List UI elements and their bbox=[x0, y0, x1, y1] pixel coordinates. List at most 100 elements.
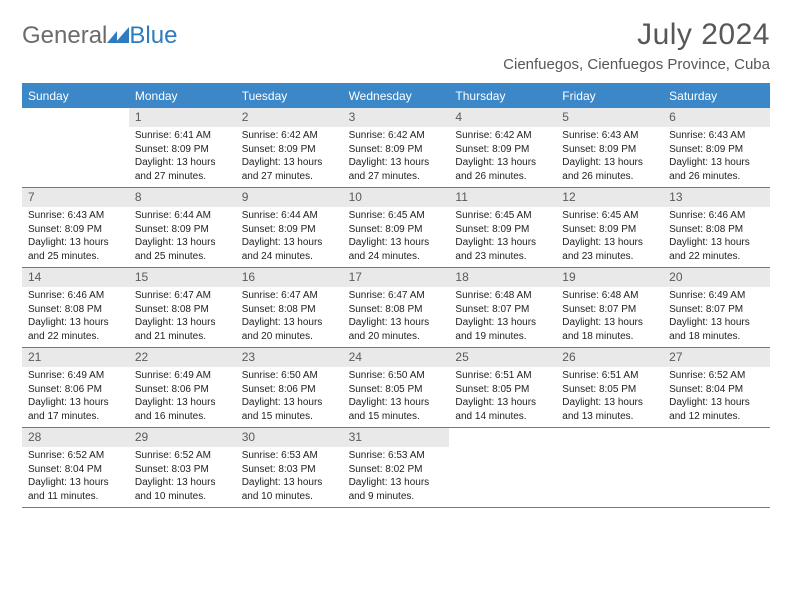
daylight-line: Daylight: 13 hours and 24 minutes. bbox=[349, 236, 444, 263]
day-number: 13 bbox=[663, 188, 770, 207]
daylight-line: Daylight: 13 hours and 20 minutes. bbox=[242, 316, 337, 343]
sunset-line: Sunset: 8:03 PM bbox=[135, 463, 230, 477]
day-body: Sunrise: 6:47 AMSunset: 8:08 PMDaylight:… bbox=[343, 287, 450, 343]
day-number: 27 bbox=[663, 348, 770, 367]
calendar-cell: 29Sunrise: 6:52 AMSunset: 8:03 PMDayligh… bbox=[129, 428, 236, 507]
sunset-line: Sunset: 8:09 PM bbox=[135, 143, 230, 157]
day-number: 26 bbox=[556, 348, 663, 367]
page-title: July 2024 bbox=[503, 18, 770, 52]
daylight-line: Daylight: 13 hours and 26 minutes. bbox=[669, 156, 764, 183]
day-body: Sunrise: 6:48 AMSunset: 8:07 PMDaylight:… bbox=[556, 287, 663, 343]
day-body: Sunrise: 6:47 AMSunset: 8:08 PMDaylight:… bbox=[129, 287, 236, 343]
day-body: Sunrise: 6:44 AMSunset: 8:09 PMDaylight:… bbox=[236, 207, 343, 263]
sunrise-line: Sunrise: 6:45 AM bbox=[455, 209, 550, 223]
day-body: Sunrise: 6:45 AMSunset: 8:09 PMDaylight:… bbox=[556, 207, 663, 263]
sunrise-line: Sunrise: 6:48 AM bbox=[562, 289, 657, 303]
day-body: Sunrise: 6:49 AMSunset: 8:06 PMDaylight:… bbox=[22, 367, 129, 423]
sunset-line: Sunset: 8:06 PM bbox=[28, 383, 123, 397]
sunset-line: Sunset: 8:09 PM bbox=[28, 223, 123, 237]
calendar-cell: 1Sunrise: 6:41 AMSunset: 8:09 PMDaylight… bbox=[129, 108, 236, 187]
daylight-line: Daylight: 13 hours and 26 minutes. bbox=[455, 156, 550, 183]
day-body: Sunrise: 6:50 AMSunset: 8:06 PMDaylight:… bbox=[236, 367, 343, 423]
day-number: 5 bbox=[556, 108, 663, 127]
daylight-line: Daylight: 13 hours and 9 minutes. bbox=[349, 476, 444, 503]
daylight-line: Daylight: 13 hours and 13 minutes. bbox=[562, 396, 657, 423]
day-body: Sunrise: 6:45 AMSunset: 8:09 PMDaylight:… bbox=[343, 207, 450, 263]
day-number: 3 bbox=[343, 108, 450, 127]
calendar-week: 7Sunrise: 6:43 AMSunset: 8:09 PMDaylight… bbox=[22, 188, 770, 268]
sunset-line: Sunset: 8:05 PM bbox=[562, 383, 657, 397]
calendar-cell: 14Sunrise: 6:46 AMSunset: 8:08 PMDayligh… bbox=[22, 268, 129, 347]
calendar-cell: 4Sunrise: 6:42 AMSunset: 8:09 PMDaylight… bbox=[449, 108, 556, 187]
calendar-cell: 17Sunrise: 6:47 AMSunset: 8:08 PMDayligh… bbox=[343, 268, 450, 347]
sunrise-line: Sunrise: 6:52 AM bbox=[28, 449, 123, 463]
day-number: 21 bbox=[22, 348, 129, 367]
daylight-line: Daylight: 13 hours and 20 minutes. bbox=[349, 316, 444, 343]
daylight-line: Daylight: 13 hours and 10 minutes. bbox=[135, 476, 230, 503]
sunset-line: Sunset: 8:04 PM bbox=[669, 383, 764, 397]
day-body: Sunrise: 6:44 AMSunset: 8:09 PMDaylight:… bbox=[129, 207, 236, 263]
calendar-cell: 20Sunrise: 6:49 AMSunset: 8:07 PMDayligh… bbox=[663, 268, 770, 347]
sunrise-line: Sunrise: 6:45 AM bbox=[562, 209, 657, 223]
calendar-cell: 3Sunrise: 6:42 AMSunset: 8:09 PMDaylight… bbox=[343, 108, 450, 187]
calendar-cell: . bbox=[449, 428, 556, 507]
calendar-cell: 24Sunrise: 6:50 AMSunset: 8:05 PMDayligh… bbox=[343, 348, 450, 427]
day-number: 7 bbox=[22, 188, 129, 207]
calendar-cell: 2Sunrise: 6:42 AMSunset: 8:09 PMDaylight… bbox=[236, 108, 343, 187]
calendar-cell: 21Sunrise: 6:49 AMSunset: 8:06 PMDayligh… bbox=[22, 348, 129, 427]
day-number: 18 bbox=[449, 268, 556, 287]
weekday-label: Wednesday bbox=[343, 85, 450, 108]
daylight-line: Daylight: 13 hours and 27 minutes. bbox=[242, 156, 337, 183]
day-body: Sunrise: 6:42 AMSunset: 8:09 PMDaylight:… bbox=[236, 127, 343, 183]
sunset-line: Sunset: 8:08 PM bbox=[135, 303, 230, 317]
day-body: Sunrise: 6:46 AMSunset: 8:08 PMDaylight:… bbox=[663, 207, 770, 263]
day-body: Sunrise: 6:51 AMSunset: 8:05 PMDaylight:… bbox=[556, 367, 663, 423]
logo-text-2: Blue bbox=[129, 22, 177, 50]
logo-text-1: General bbox=[22, 22, 107, 50]
calendar: Sunday Monday Tuesday Wednesday Thursday… bbox=[22, 83, 770, 508]
day-number: 15 bbox=[129, 268, 236, 287]
calendar-cell: 7Sunrise: 6:43 AMSunset: 8:09 PMDaylight… bbox=[22, 188, 129, 267]
sunset-line: Sunset: 8:08 PM bbox=[669, 223, 764, 237]
day-body: Sunrise: 6:52 AMSunset: 8:04 PMDaylight:… bbox=[22, 447, 129, 503]
day-number: 2 bbox=[236, 108, 343, 127]
calendar-cell: 23Sunrise: 6:50 AMSunset: 8:06 PMDayligh… bbox=[236, 348, 343, 427]
day-body: Sunrise: 6:53 AMSunset: 8:02 PMDaylight:… bbox=[343, 447, 450, 503]
sunrise-line: Sunrise: 6:43 AM bbox=[669, 129, 764, 143]
sunset-line: Sunset: 8:08 PM bbox=[242, 303, 337, 317]
calendar-cell: 16Sunrise: 6:47 AMSunset: 8:08 PMDayligh… bbox=[236, 268, 343, 347]
logo: General Blue bbox=[22, 22, 177, 50]
sunrise-line: Sunrise: 6:46 AM bbox=[669, 209, 764, 223]
calendar-cell: 8Sunrise: 6:44 AMSunset: 8:09 PMDaylight… bbox=[129, 188, 236, 267]
day-body: Sunrise: 6:43 AMSunset: 8:09 PMDaylight:… bbox=[556, 127, 663, 183]
day-number: 28 bbox=[22, 428, 129, 447]
sunset-line: Sunset: 8:03 PM bbox=[242, 463, 337, 477]
sunset-line: Sunset: 8:08 PM bbox=[349, 303, 444, 317]
daylight-line: Daylight: 13 hours and 27 minutes. bbox=[349, 156, 444, 183]
day-number: 16 bbox=[236, 268, 343, 287]
sunset-line: Sunset: 8:07 PM bbox=[455, 303, 550, 317]
day-body: Sunrise: 6:41 AMSunset: 8:09 PMDaylight:… bbox=[129, 127, 236, 183]
day-body: Sunrise: 6:42 AMSunset: 8:09 PMDaylight:… bbox=[343, 127, 450, 183]
sunrise-line: Sunrise: 6:50 AM bbox=[242, 369, 337, 383]
day-body: Sunrise: 6:46 AMSunset: 8:08 PMDaylight:… bbox=[22, 287, 129, 343]
sunset-line: Sunset: 8:09 PM bbox=[455, 143, 550, 157]
calendar-cell: . bbox=[556, 428, 663, 507]
sunset-line: Sunset: 8:06 PM bbox=[242, 383, 337, 397]
calendar-cell: 30Sunrise: 6:53 AMSunset: 8:03 PMDayligh… bbox=[236, 428, 343, 507]
calendar-cell: 10Sunrise: 6:45 AMSunset: 8:09 PMDayligh… bbox=[343, 188, 450, 267]
day-number: 31 bbox=[343, 428, 450, 447]
sunset-line: Sunset: 8:02 PM bbox=[349, 463, 444, 477]
daylight-line: Daylight: 13 hours and 17 minutes. bbox=[28, 396, 123, 423]
sunset-line: Sunset: 8:09 PM bbox=[349, 143, 444, 157]
calendar-cell: . bbox=[663, 428, 770, 507]
sunset-line: Sunset: 8:09 PM bbox=[669, 143, 764, 157]
calendar-cell: 22Sunrise: 6:49 AMSunset: 8:06 PMDayligh… bbox=[129, 348, 236, 427]
weekday-label: Thursday bbox=[449, 85, 556, 108]
sunset-line: Sunset: 8:09 PM bbox=[242, 223, 337, 237]
daylight-line: Daylight: 13 hours and 23 minutes. bbox=[562, 236, 657, 263]
day-body: Sunrise: 6:48 AMSunset: 8:07 PMDaylight:… bbox=[449, 287, 556, 343]
day-number: 19 bbox=[556, 268, 663, 287]
daylight-line: Daylight: 13 hours and 15 minutes. bbox=[349, 396, 444, 423]
day-number: 29 bbox=[129, 428, 236, 447]
